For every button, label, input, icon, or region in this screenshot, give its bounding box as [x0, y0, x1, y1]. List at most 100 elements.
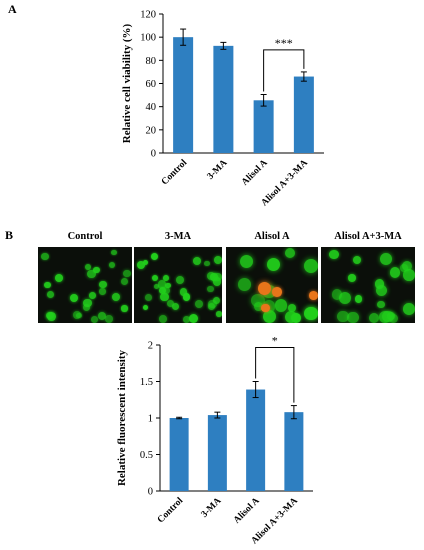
autophagy-dot: [257, 281, 271, 295]
chart-b-ytick-label: 1: [148, 414, 153, 425]
chart-a-ytick-label: 80: [146, 56, 157, 67]
micrograph-control: [38, 247, 132, 323]
nucleus-dot: [204, 260, 211, 267]
autophagy-dot: [309, 290, 318, 300]
chart-b-significance-label: *: [272, 334, 278, 348]
nucleus-dot: [213, 272, 222, 282]
nucleus-dot: [151, 252, 159, 260]
nucleus-dot: [144, 294, 152, 302]
nucleus-dot: [123, 269, 131, 278]
chart-b-bar: [246, 389, 266, 491]
nucleus-dot: [304, 306, 318, 321]
image-label-control: Control: [67, 231, 103, 242]
nucleus-dot: [194, 299, 203, 308]
nucleus-dot: [354, 294, 363, 303]
nucleus-dot: [348, 274, 356, 282]
nucleus-dot: [159, 286, 167, 294]
chart-a-bar: [173, 37, 194, 153]
nucleus-dot: [375, 284, 388, 296]
nucleus-dot: [99, 288, 106, 295]
nucleus-dot: [274, 299, 288, 312]
chart-a-ytick-label: 40: [146, 102, 157, 113]
chart-b-ytick-label: 0.5: [140, 450, 153, 461]
nucleus-dot: [216, 311, 222, 317]
nucleus-dot: [76, 312, 82, 319]
chart-b-ylabel: Relative fluorescent intensity: [116, 349, 128, 486]
nucleus-dot: [193, 256, 202, 265]
nucleus-dot: [162, 274, 169, 281]
nucleus-dot: [111, 249, 117, 256]
nucleus-dot: [388, 313, 398, 323]
nucleus-dot: [207, 272, 216, 281]
chart-a-bar: [213, 45, 234, 153]
nucleus-dot: [213, 256, 222, 265]
nucleus-dot: [171, 302, 180, 311]
chart-a-category-label: Alisol A: [240, 158, 270, 188]
nucleus-dot: [142, 304, 149, 311]
chart-a-ytick-label: 100: [140, 33, 156, 44]
nucleus-dot: [284, 247, 296, 259]
nucleus-dot: [179, 288, 187, 296]
nucleus-dot: [112, 292, 121, 301]
nucleus-dot: [109, 261, 116, 268]
chart-a-ytick-label: 60: [146, 79, 157, 90]
image-label-alisol-a-3ma: Alisol A+3-MA: [334, 231, 402, 242]
nucleus-dot: [189, 314, 199, 323]
chart-a-ylabel: Relative cell viability (%): [121, 23, 133, 143]
nucleus-dot: [381, 310, 394, 323]
nucleus-dot: [167, 300, 175, 308]
autophagy-dot: [272, 287, 282, 297]
chart-b-ytick-label: 0: [148, 487, 153, 498]
panel-a-letter: A: [8, 2, 17, 16]
nucleus-dot: [153, 283, 160, 290]
chart-b-bar: [284, 412, 304, 491]
nucleus-dot: [207, 285, 214, 293]
chart-b-ytick-label: 1.5: [140, 377, 153, 388]
nucleus-dot: [90, 315, 99, 323]
chart-a-bar: [253, 100, 274, 153]
nucleus-dot: [41, 252, 49, 261]
nucleus-dot: [239, 254, 253, 268]
nucleus-dot: [163, 287, 171, 295]
nucleus-dot: [339, 291, 352, 304]
panel-b-letter: B: [5, 228, 14, 242]
image-label-alisol-a: Alisol A: [254, 231, 290, 242]
nucleus-dot: [151, 274, 158, 282]
chart-b-bar: [207, 415, 227, 491]
nucleus-dot: [83, 298, 93, 308]
nucleus-dot: [165, 282, 171, 289]
chart-b-category-label: 3-MA: [200, 496, 224, 520]
nucleus-dot: [99, 281, 107, 289]
nucleus-dot: [251, 294, 265, 308]
nucleus-dot: [389, 267, 401, 278]
chart-b-fluorescence: 0 0.5 1 1.5 2 Relative fluorescent intensity C…: [116, 334, 313, 546]
nucleus-dot: [374, 279, 385, 289]
nucleus-dot: [347, 311, 359, 323]
nucleus-dot: [337, 310, 349, 323]
nucleus-dot: [353, 256, 362, 265]
chart-a-category-label: 3-MA: [206, 158, 230, 182]
chart-a-ytick-label: 120: [140, 10, 156, 21]
nucleus-dot: [82, 303, 91, 312]
nucleus-dot: [85, 263, 91, 270]
nucleus-dot: [304, 258, 318, 273]
nucleus-dot: [86, 269, 96, 279]
nucleus-dot: [266, 257, 280, 272]
nucleus-dot: [47, 291, 55, 299]
nucleus-dot: [403, 269, 415, 281]
nucleus-dot: [44, 281, 51, 289]
nucleus-dot: [212, 277, 222, 286]
nucleus-dot: [182, 316, 190, 323]
chart-b-category-label: Control: [156, 496, 186, 526]
nucleus-dot: [136, 260, 145, 269]
nucleus-dot: [331, 289, 343, 300]
nucleus-dot: [46, 311, 54, 320]
autophagy-dot: [261, 303, 270, 313]
nucleus-dot: [329, 249, 339, 260]
chart-a-bar: [293, 76, 314, 153]
nucleus-dot: [368, 312, 379, 323]
nucleus-dot: [121, 278, 129, 286]
nucleus-dot: [208, 302, 216, 310]
image-label-3ma: 3-MA: [164, 231, 192, 242]
nucleus-dot: [237, 278, 251, 291]
